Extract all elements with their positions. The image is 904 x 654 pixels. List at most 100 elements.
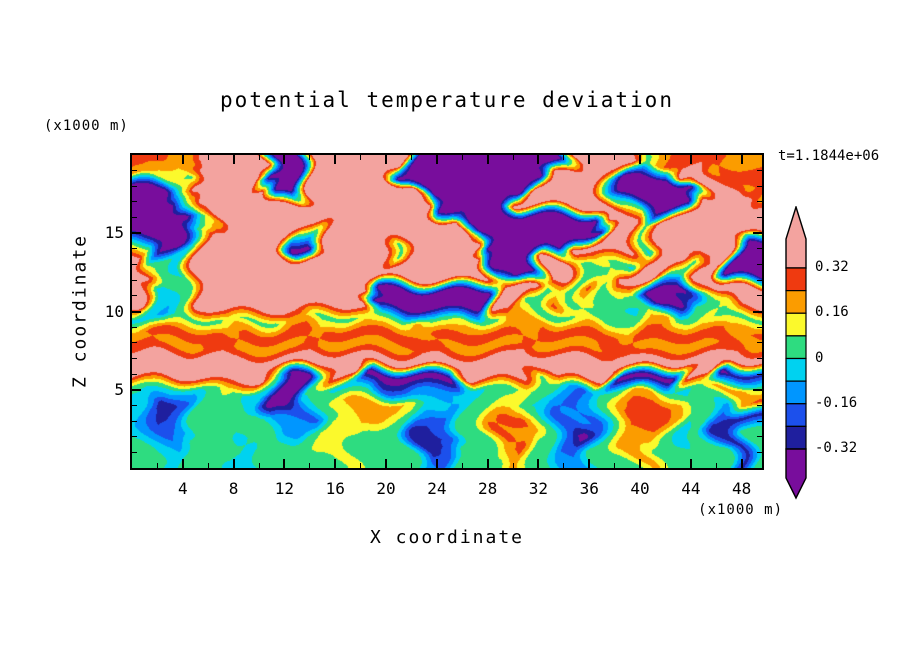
z-minor-tick [132, 264, 137, 266]
x-tick-label: 24 [427, 479, 447, 498]
z-tick-label: 15 [104, 223, 124, 243]
x-tick-label: 28 [478, 479, 498, 498]
x-major-tick [740, 459, 743, 468]
colorbar-segment [785, 290, 807, 314]
z-minor-tick [757, 357, 762, 359]
x-major-tick [334, 155, 337, 164]
time-stamp: t=1.1844e+06 [778, 148, 880, 164]
z-major-tick [132, 388, 141, 391]
z-minor-tick [757, 201, 762, 203]
x-major-tick [740, 155, 743, 164]
z-major-tick [753, 388, 762, 391]
x-minor-tick [360, 463, 362, 468]
x-major-tick [385, 155, 388, 164]
z-minor-tick [757, 373, 762, 375]
x-major-tick [537, 459, 540, 468]
x-minor-tick [309, 463, 311, 468]
x-minor-tick [258, 155, 260, 160]
x-minor-tick [614, 463, 616, 468]
z-axis-unit-label: (x1000 m) [44, 118, 129, 134]
x-minor-tick [715, 155, 717, 160]
contour-field-canvas [132, 155, 762, 468]
x-minor-tick [461, 463, 463, 468]
colorbar-segment [785, 267, 807, 292]
x-tick-label: 48 [732, 479, 752, 498]
x-tick-label: 36 [579, 479, 599, 498]
x-minor-tick [664, 155, 666, 160]
x-major-tick [639, 459, 642, 468]
colorbar-label: 0 [815, 349, 824, 366]
x-major-tick [232, 459, 235, 468]
x-major-tick [689, 459, 692, 468]
x-minor-tick [156, 463, 158, 468]
x-minor-tick [512, 463, 514, 468]
z-minor-tick [757, 185, 762, 187]
z-minor-tick [757, 264, 762, 266]
x-axis-title: X coordinate [369, 527, 525, 548]
colorbar-label: 0.16 [815, 304, 849, 321]
colorbar-label: -0.32 [815, 440, 858, 456]
x-major-tick [283, 155, 286, 164]
x-minor-tick [614, 155, 616, 160]
x-minor-tick [461, 155, 463, 160]
x-tick-label: 12 [274, 479, 295, 498]
z-minor-tick [132, 185, 137, 187]
z-minor-tick [132, 436, 137, 438]
z-minor-tick [132, 373, 137, 375]
z-minor-tick [132, 170, 137, 172]
x-minor-tick [410, 155, 412, 160]
z-minor-tick [132, 357, 137, 359]
x-minor-tick [258, 463, 260, 468]
z-tick-label: 10 [104, 301, 124, 321]
x-minor-tick [309, 155, 311, 160]
plot-area [130, 153, 764, 470]
x-major-tick [435, 155, 438, 164]
colorbar-segment [785, 425, 807, 450]
z-minor-tick [757, 326, 762, 328]
x-minor-tick [563, 463, 565, 468]
colorbar [785, 206, 807, 500]
colorbar-arrow-high [785, 206, 807, 269]
plot-title: potential temperature deviation [220, 88, 674, 112]
x-minor-tick [563, 155, 565, 160]
x-major-tick [639, 155, 642, 164]
z-major-tick [753, 310, 762, 313]
x-tick-label: 4 [177, 479, 188, 498]
x-minor-tick [512, 155, 514, 160]
z-minor-tick [757, 279, 762, 281]
z-minor-tick [132, 451, 137, 453]
x-major-tick [232, 155, 235, 164]
colorbar-segment [785, 335, 807, 360]
z-major-tick [753, 232, 762, 235]
z-minor-tick [132, 420, 137, 422]
z-minor-tick [757, 451, 762, 453]
x-minor-tick [156, 155, 158, 160]
x-major-tick [588, 155, 591, 164]
z-minor-tick [132, 217, 137, 219]
x-tick-label: 32 [528, 479, 549, 498]
x-minor-tick [207, 463, 209, 468]
x-tick-label: 40 [630, 479, 650, 498]
x-major-tick [537, 155, 540, 164]
z-major-tick [132, 310, 141, 313]
x-major-tick [486, 459, 489, 468]
x-minor-tick [360, 155, 362, 160]
x-major-tick [181, 155, 184, 164]
z-minor-tick [132, 404, 137, 406]
z-minor-tick [757, 342, 762, 344]
z-minor-tick [132, 248, 137, 250]
colorbar-segment [785, 380, 807, 405]
x-major-tick [588, 459, 591, 468]
x-axis-unit-label: (x1000 m) [698, 502, 783, 518]
z-minor-tick [132, 326, 137, 328]
z-minor-tick [757, 170, 762, 172]
x-minor-tick [715, 463, 717, 468]
colorbar-segment [785, 357, 807, 382]
z-minor-tick [757, 436, 762, 438]
colorbar-label: 0.32 [815, 259, 849, 275]
z-major-tick [132, 232, 141, 235]
colorbar-arrow-low [785, 448, 807, 500]
x-tick-label: 44 [681, 479, 701, 498]
colorbar-segment [785, 312, 807, 337]
